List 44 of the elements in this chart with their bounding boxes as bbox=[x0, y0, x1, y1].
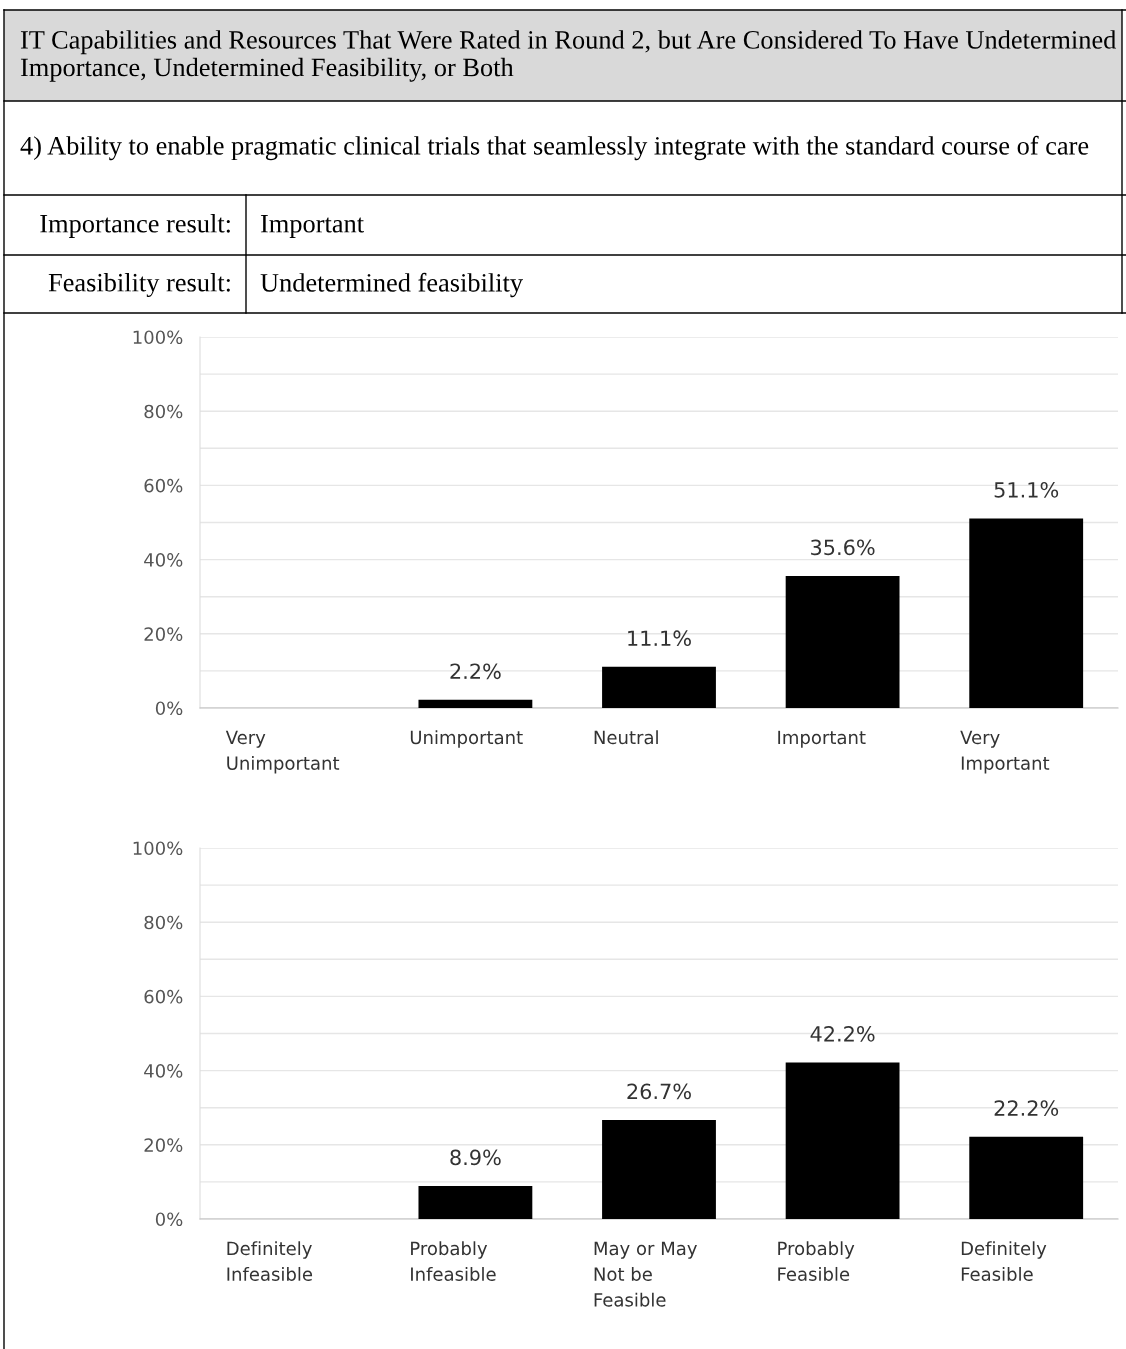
y-tick-label: 20% bbox=[144, 627, 183, 641]
chart-subtitle: 4) Ability to enable pragmatic clinical trials that seamlessly integrate with the standard course of care bbox=[20, 135, 1089, 161]
bar bbox=[969, 518, 1084, 708]
bar bbox=[969, 1136, 1084, 1219]
text: Important bbox=[260, 215, 364, 238]
text: Importance result: bbox=[40, 214, 230, 238]
y-tick-label: 100% bbox=[133, 330, 183, 345]
bar bbox=[418, 1185, 533, 1219]
data-label: 26.7% bbox=[627, 1083, 691, 1100]
y-tick-label: 40% bbox=[144, 553, 183, 567]
x-tick-label: May or May Not be Feasible bbox=[594, 1241, 697, 1307]
y-tick-label: 0% bbox=[155, 1212, 183, 1227]
bar bbox=[418, 699, 533, 708]
bar bbox=[602, 1119, 716, 1219]
y-tick-label: 20% bbox=[144, 1138, 183, 1152]
data-label: 8.9% bbox=[450, 1149, 501, 1166]
x-tick-label: Probably Infeasible bbox=[411, 1241, 496, 1281]
y-tick-label: 80% bbox=[144, 404, 183, 419]
y-tick-label: 0% bbox=[155, 701, 183, 716]
bar bbox=[785, 575, 900, 708]
x-tick-label: Definitely Feasible bbox=[961, 1241, 1047, 1281]
text: Feasibility result: bbox=[48, 273, 230, 297]
text: Undetermined feasibility bbox=[260, 272, 523, 298]
y-tick-label: 40% bbox=[144, 1064, 183, 1078]
x-tick-label: Neutral bbox=[594, 730, 658, 745]
bar bbox=[785, 1062, 900, 1219]
data-label: 22.2% bbox=[994, 1100, 1059, 1116]
bar bbox=[602, 666, 716, 708]
data-label: 2.2% bbox=[450, 663, 501, 680]
data-label: 11.1% bbox=[628, 630, 691, 647]
x-tick-label: Definitely Infeasible bbox=[227, 1241, 313, 1281]
chart-title: IT Capabilities and Resources That Were Rated in Round 2, but Are Considered To Have Undetermined Importance, Undetermined Feasibility, or Both bbox=[20, 30, 1117, 82]
data-label: 51.1% bbox=[994, 481, 1059, 498]
x-tick-label: Important bbox=[778, 730, 866, 748]
data-label: 35.6% bbox=[811, 539, 875, 556]
y-tick-label: 80% bbox=[144, 915, 183, 930]
y-tick-label: 60% bbox=[144, 478, 183, 493]
x-tick-label: Unimportant bbox=[410, 730, 523, 748]
x-tick-label: Very Important bbox=[960, 730, 1050, 774]
x-tick-label: Probably Feasible bbox=[778, 1241, 855, 1281]
x-tick-label: Very Unimportant bbox=[225, 730, 340, 774]
y-tick-label: 60% bbox=[144, 989, 183, 1004]
y-tick-label: 100% bbox=[133, 841, 183, 856]
data-label: 42.2% bbox=[810, 1025, 875, 1042]
